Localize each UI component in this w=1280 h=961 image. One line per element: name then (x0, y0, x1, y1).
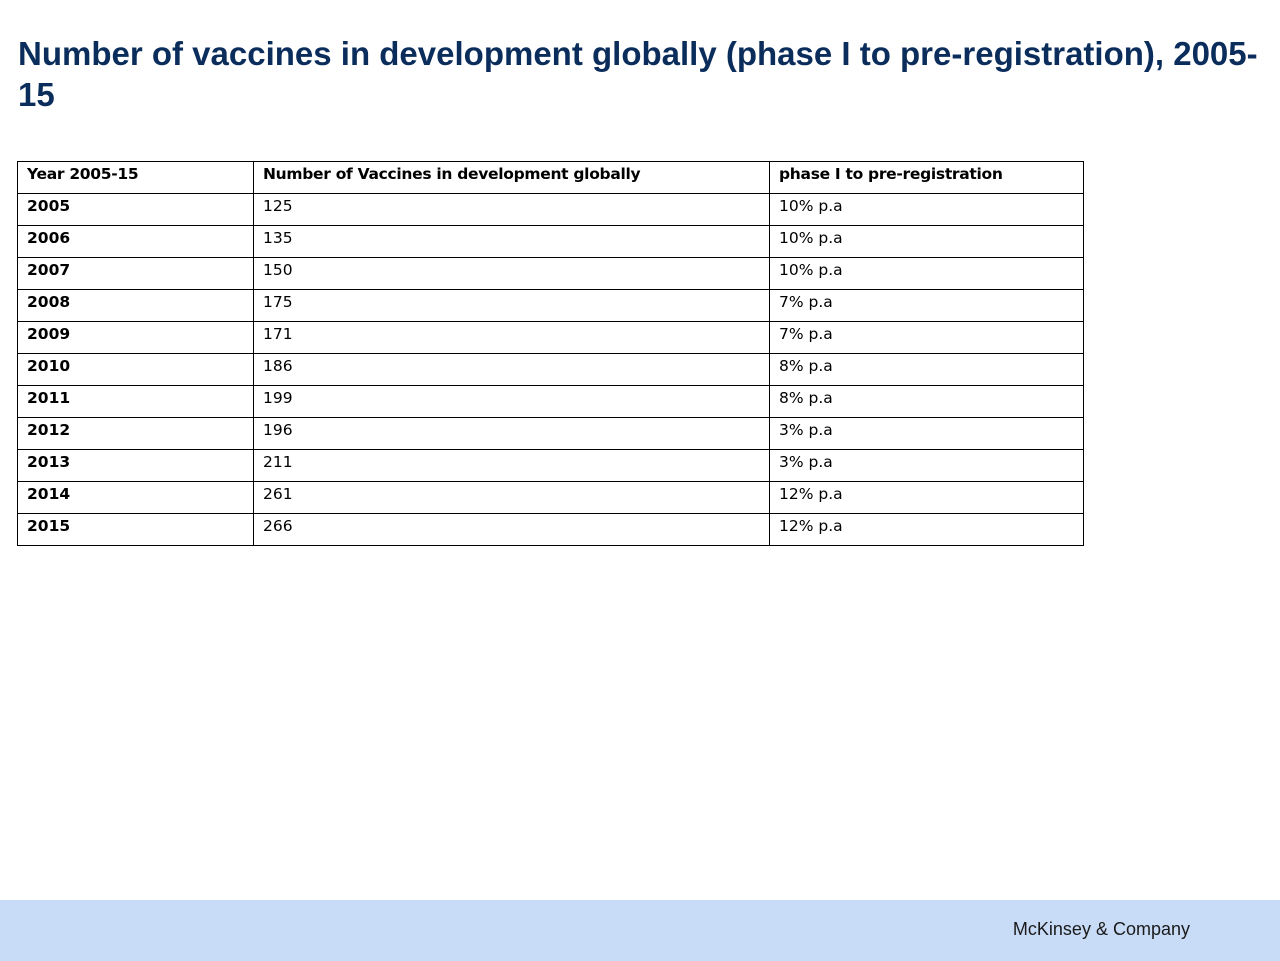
growth-cell: 7% p.a (769, 289, 1084, 322)
table-row: 2009 171 7% p.a (17, 321, 1084, 354)
table-row: 2011 199 8% p.a (17, 385, 1084, 418)
footer-brand: McKinsey & Company (1012, 919, 1190, 939)
year-cell: 2006 (17, 225, 254, 258)
growth-cell: 10% p.a (769, 257, 1084, 290)
growth-cell: 12% p.a (769, 481, 1084, 514)
column-header-phase: phase I to pre-registration (769, 161, 1084, 194)
growth-cell: 3% p.a (769, 449, 1084, 482)
growth-cell: 8% p.a (769, 385, 1084, 418)
count-cell: 199 (253, 385, 770, 418)
table-row: 2013 211 3% p.a (17, 449, 1084, 482)
count-cell: 266 (253, 513, 770, 546)
year-cell: 2012 (17, 417, 254, 450)
year-cell: 2015 (17, 513, 254, 546)
count-cell: 150 (253, 257, 770, 290)
count-cell: 196 (253, 417, 770, 450)
count-cell: 211 (253, 449, 770, 482)
count-cell: 125 (253, 193, 770, 226)
data-table: Year 2005-15 Number of Vaccines in devel… (17, 161, 1084, 546)
table-row: 2014 261 12% p.a (17, 481, 1084, 514)
count-cell: 261 (253, 481, 770, 514)
table-row: 2010 186 8% p.a (17, 353, 1084, 386)
year-cell: 2008 (17, 289, 254, 322)
table-header-row: Year 2005-15 Number of Vaccines in devel… (17, 161, 1084, 194)
table-row: 2007 150 10% p.a (17, 257, 1084, 290)
growth-cell: 8% p.a (769, 353, 1084, 386)
growth-cell: 10% p.a (769, 225, 1084, 258)
growth-cell: 7% p.a (769, 321, 1084, 354)
table-row: 2005 125 10% p.a (17, 193, 1084, 226)
column-header-count: Number of Vaccines in development global… (253, 161, 770, 194)
count-cell: 175 (253, 289, 770, 322)
year-cell: 2005 (17, 193, 254, 226)
year-cell: 2010 (17, 353, 254, 386)
year-cell: 2007 (17, 257, 254, 290)
year-cell: 2013 (17, 449, 254, 482)
count-cell: 171 (253, 321, 770, 354)
footer-band: McKinsey & Company (0, 900, 1280, 961)
table-row: 2012 196 3% p.a (17, 417, 1084, 450)
year-cell: 2014 (17, 481, 254, 514)
page-title: Number of vaccines in development global… (18, 35, 1258, 113)
growth-cell: 3% p.a (769, 417, 1084, 450)
column-header-year: Year 2005-15 (17, 161, 254, 194)
growth-cell: 12% p.a (769, 513, 1084, 546)
table-body: 2005 125 10% p.a 2006 135 10% p.a 2007 150 10% p… (17, 193, 1084, 546)
table-row: 2006 135 10% p.a (17, 225, 1084, 258)
count-cell: 186 (253, 353, 770, 386)
count-cell: 135 (253, 225, 770, 258)
growth-cell: 10% p.a (769, 193, 1084, 226)
year-cell: 2009 (17, 321, 254, 354)
table-row: 2015 266 12% p.a (17, 513, 1084, 546)
year-cell: 2011 (17, 385, 254, 418)
table-row: 2008 175 7% p.a (17, 289, 1084, 322)
